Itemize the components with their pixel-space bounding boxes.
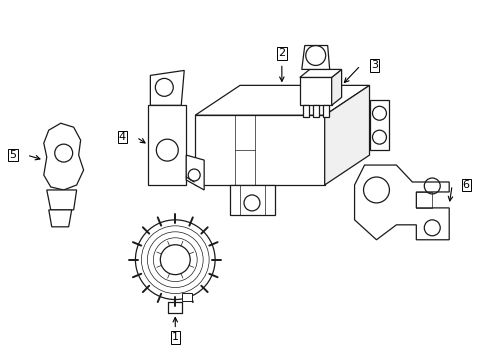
Polygon shape	[331, 69, 341, 105]
Polygon shape	[195, 115, 324, 185]
Polygon shape	[44, 123, 83, 190]
Polygon shape	[186, 155, 203, 190]
Text: 2: 2	[278, 49, 285, 58]
Polygon shape	[195, 85, 369, 115]
Polygon shape	[354, 165, 448, 240]
Text: 4: 4	[119, 132, 126, 142]
Text: 6: 6	[462, 180, 468, 190]
Polygon shape	[369, 100, 388, 150]
Polygon shape	[229, 185, 274, 215]
Polygon shape	[150, 71, 184, 105]
Polygon shape	[49, 210, 72, 227]
Polygon shape	[302, 105, 308, 117]
Polygon shape	[312, 105, 318, 117]
Text: 1: 1	[171, 332, 179, 342]
Text: 5: 5	[9, 150, 17, 160]
Polygon shape	[324, 85, 369, 185]
Polygon shape	[299, 69, 341, 77]
Polygon shape	[182, 293, 192, 301]
Polygon shape	[148, 105, 186, 185]
Polygon shape	[322, 105, 328, 117]
Polygon shape	[47, 190, 77, 210]
Text: 3: 3	[370, 60, 377, 71]
Polygon shape	[301, 45, 329, 69]
Polygon shape	[299, 77, 331, 105]
